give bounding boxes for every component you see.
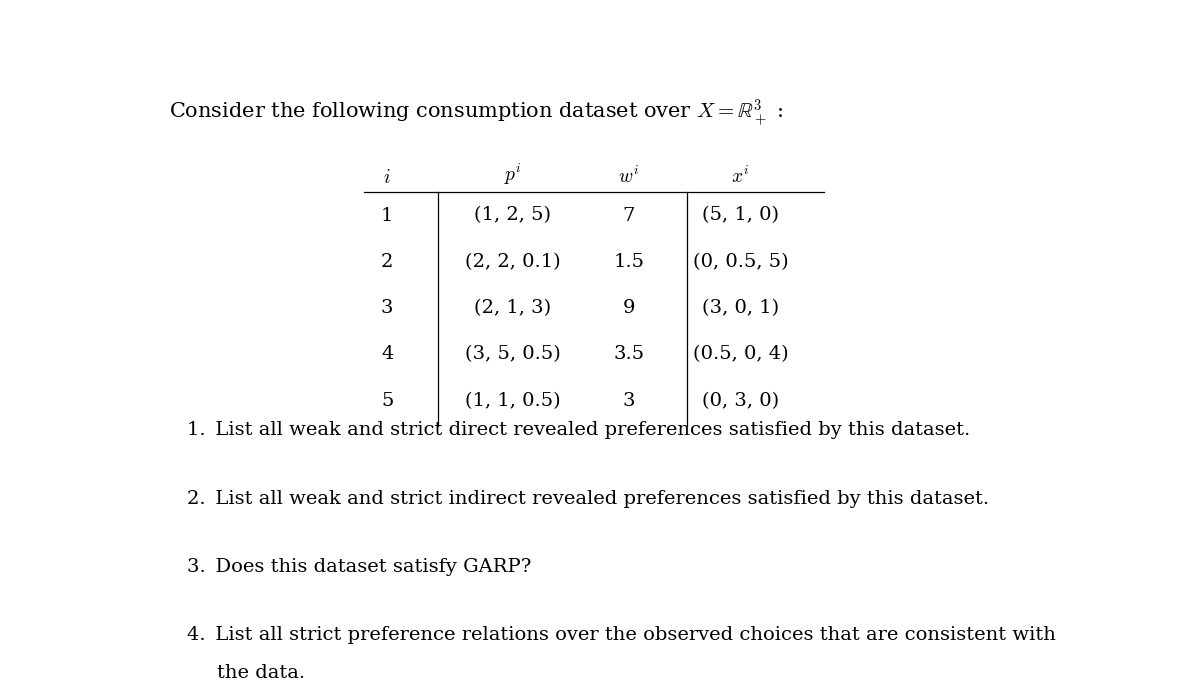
Text: 3: 3 xyxy=(380,299,394,317)
Text: 3.5: 3.5 xyxy=(613,346,644,363)
Text: 4: 4 xyxy=(380,346,394,363)
Text: 3: 3 xyxy=(623,391,635,410)
Text: 2: 2 xyxy=(380,253,394,271)
Text: (0.5, 0, 4): (0.5, 0, 4) xyxy=(692,346,788,363)
Text: $w^i$: $w^i$ xyxy=(618,166,640,187)
Text: (2, 1, 3): (2, 1, 3) xyxy=(474,299,551,317)
Text: 3. Does this dataset satisfy GARP?: 3. Does this dataset satisfy GARP? xyxy=(187,558,532,576)
Text: Consider the following consumption dataset over $X = \mathbb{R}^3_+$ :: Consider the following consumption datas… xyxy=(168,98,782,130)
Text: (3, 0, 1): (3, 0, 1) xyxy=(702,299,779,317)
Text: 7: 7 xyxy=(623,206,635,225)
Text: the data.: the data. xyxy=(217,664,305,682)
Text: 1.5: 1.5 xyxy=(613,253,644,271)
Text: (0, 3, 0): (0, 3, 0) xyxy=(702,391,779,410)
Text: $i$: $i$ xyxy=(383,169,391,187)
Text: (2, 2, 0.1): (2, 2, 0.1) xyxy=(464,253,560,271)
Text: 1. List all weak and strict direct revealed preferences satisfied by this datase: 1. List all weak and strict direct revea… xyxy=(187,421,971,439)
Text: (5, 1, 0): (5, 1, 0) xyxy=(702,206,779,225)
Text: 1: 1 xyxy=(380,206,394,225)
Text: $x^i$: $x^i$ xyxy=(731,166,750,187)
Text: (3, 5, 0.5): (3, 5, 0.5) xyxy=(464,346,560,363)
Text: $p^i$: $p^i$ xyxy=(504,162,522,187)
Text: 5: 5 xyxy=(380,391,394,410)
Text: 2. List all weak and strict indirect revealed preferences satisfied by this data: 2. List all weak and strict indirect rev… xyxy=(187,490,989,507)
Text: 9: 9 xyxy=(623,299,635,317)
Text: (1, 1, 0.5): (1, 1, 0.5) xyxy=(464,391,560,410)
Text: (0, 0.5, 5): (0, 0.5, 5) xyxy=(692,253,788,271)
Text: (1, 2, 5): (1, 2, 5) xyxy=(474,206,551,225)
Text: 4. List all strict preference relations over the observed choices that are consi: 4. List all strict preference relations … xyxy=(187,626,1056,644)
